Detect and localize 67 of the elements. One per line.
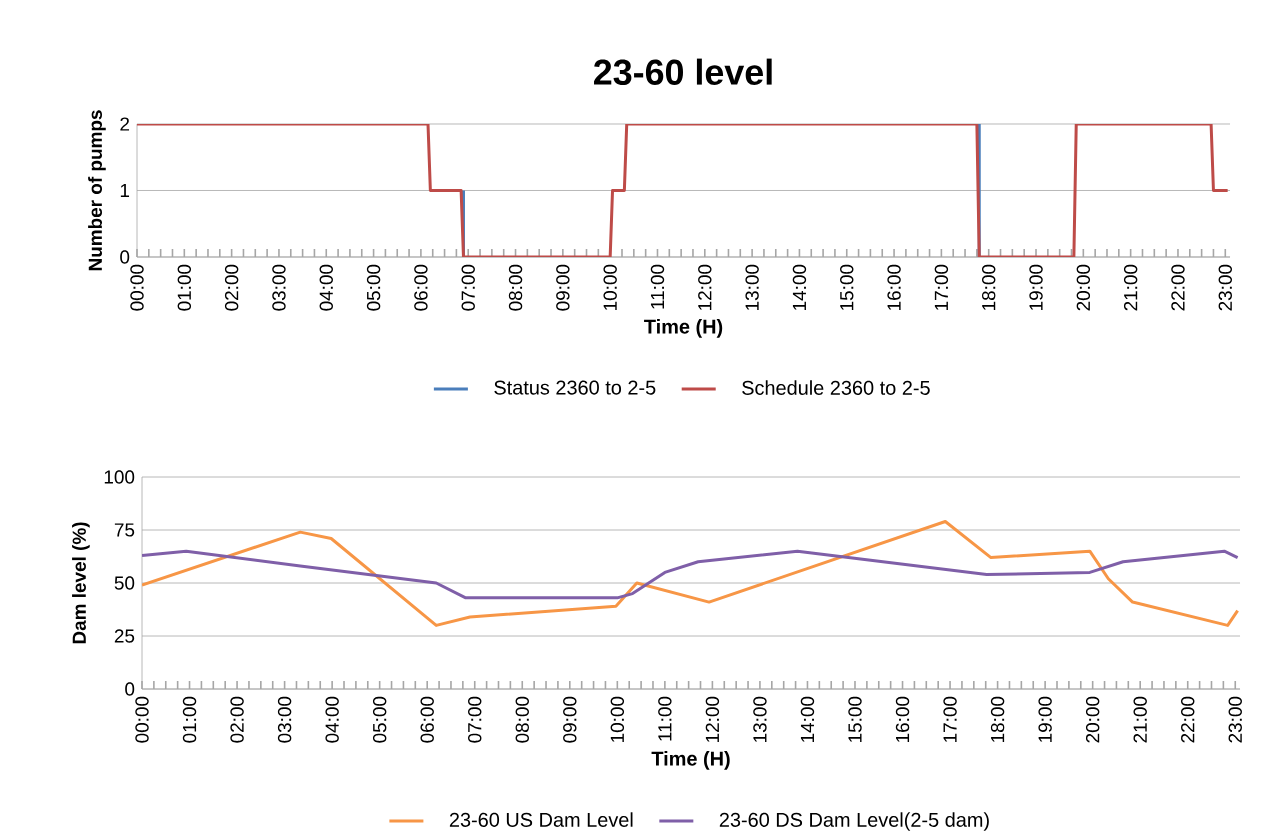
- y-tick-label: 100: [104, 470, 135, 484]
- legend-label: Schedule 2360 to 2-5: [742, 380, 930, 395]
- x-tick-label: 19:00: [1038, 696, 1052, 742]
- x-tick-label: 09:00: [556, 264, 570, 311]
- x-tick-label: 01:00: [177, 264, 192, 311]
- legend-label: 23-60 DS Dam Level(2-5 dam): [719, 812, 989, 831]
- x-tick-label: 01:00: [182, 696, 197, 743]
- y-axis-title: Dam level (%): [72, 522, 90, 644]
- x-tick-label: 18:00: [982, 264, 996, 310]
- x-tick-label: 12:00: [705, 696, 720, 742]
- x-tick-label: 21:00: [1133, 696, 1147, 743]
- line-series: [142, 520, 1240, 627]
- x-tick-label: 20:00: [1085, 696, 1100, 743]
- x-tick-label: 02:00: [230, 696, 244, 743]
- y-tick-label: 25: [114, 629, 135, 643]
- y-tick-label: 50: [114, 576, 135, 590]
- x-tick-label: 18:00: [990, 696, 1005, 742]
- x-tick-label: 17:00: [943, 696, 957, 742]
- y-tick-label: 0: [125, 682, 135, 696]
- x-tick-label: 13:00: [745, 264, 759, 310]
- x-tick-label: 16:00: [887, 264, 901, 310]
- x-tick-label: 04:00: [325, 696, 339, 743]
- x-tick-label: 09:00: [563, 696, 577, 743]
- x-axis-title: Time (H): [644, 319, 723, 338]
- x-tick-label: 10:00: [610, 696, 625, 742]
- x-tick-label: 16:00: [895, 696, 910, 742]
- legend-label: Status 2360 to 2-5: [494, 380, 656, 395]
- x-axis-title: Time (H): [651, 751, 730, 770]
- x-tick-label: 23:00: [1218, 264, 1232, 311]
- x-tick-label: 03:00: [277, 696, 292, 743]
- x-tick-label: 06:00: [414, 264, 428, 311]
- x-tick-label: 06:00: [420, 696, 434, 743]
- y-tick-label: 75: [114, 523, 135, 537]
- x-tick-label: 14:00: [792, 264, 807, 310]
- x-tick-label: 14:00: [800, 696, 815, 742]
- x-tick-label: 22:00: [1171, 264, 1185, 311]
- x-tick-label: 02:00: [224, 264, 239, 311]
- y-tick-label: 2: [120, 117, 130, 131]
- x-tick-label: 05:00: [372, 696, 387, 743]
- chart-title: 23-60 level: [594, 58, 772, 85]
- x-tick-label: 15:00: [840, 264, 854, 310]
- x-tick-label: 12:00: [698, 264, 712, 310]
- x-tick-label: 17:00: [934, 264, 949, 310]
- x-tick-label: 15:00: [848, 696, 862, 742]
- x-tick-label: 00:00: [130, 264, 144, 311]
- x-tick-label: 13:00: [753, 696, 767, 742]
- x-tick-label: 08:00: [515, 696, 529, 743]
- x-tick-label: 04:00: [319, 264, 333, 311]
- x-tick-label: 22:00: [1181, 696, 1195, 743]
- y-axis-title: Number of pumps: [88, 110, 106, 271]
- x-tick-label: 08:00: [508, 264, 523, 311]
- x-tick-label: 21:00: [1123, 264, 1138, 311]
- y-tick-label: 0: [120, 250, 130, 264]
- x-tick-label: 10:00: [603, 264, 617, 310]
- legend-label: 23-60 US Dam Level: [449, 812, 633, 827]
- x-tick-label: 00:00: [135, 696, 149, 743]
- x-tick-label: 03:00: [272, 264, 286, 311]
- x-tick-label: 11:00: [658, 696, 672, 741]
- x-tick-label: 11:00: [650, 264, 665, 309]
- x-tick-label: 23:00: [1228, 696, 1242, 743]
- x-tick-label: 19:00: [1029, 264, 1043, 310]
- x-tick-label: 07:00: [468, 696, 482, 743]
- x-tick-label: 07:00: [461, 264, 475, 311]
- x-tick-label: 20:00: [1076, 264, 1091, 311]
- y-tick-label: 1: [120, 183, 130, 198]
- x-tick-label: 05:00: [366, 264, 381, 311]
- line-series: [142, 549, 1240, 600]
